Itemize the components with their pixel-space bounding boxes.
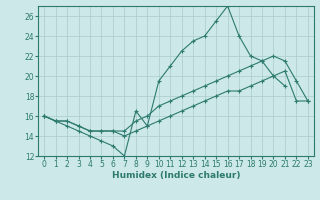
X-axis label: Humidex (Indice chaleur): Humidex (Indice chaleur) bbox=[112, 171, 240, 180]
